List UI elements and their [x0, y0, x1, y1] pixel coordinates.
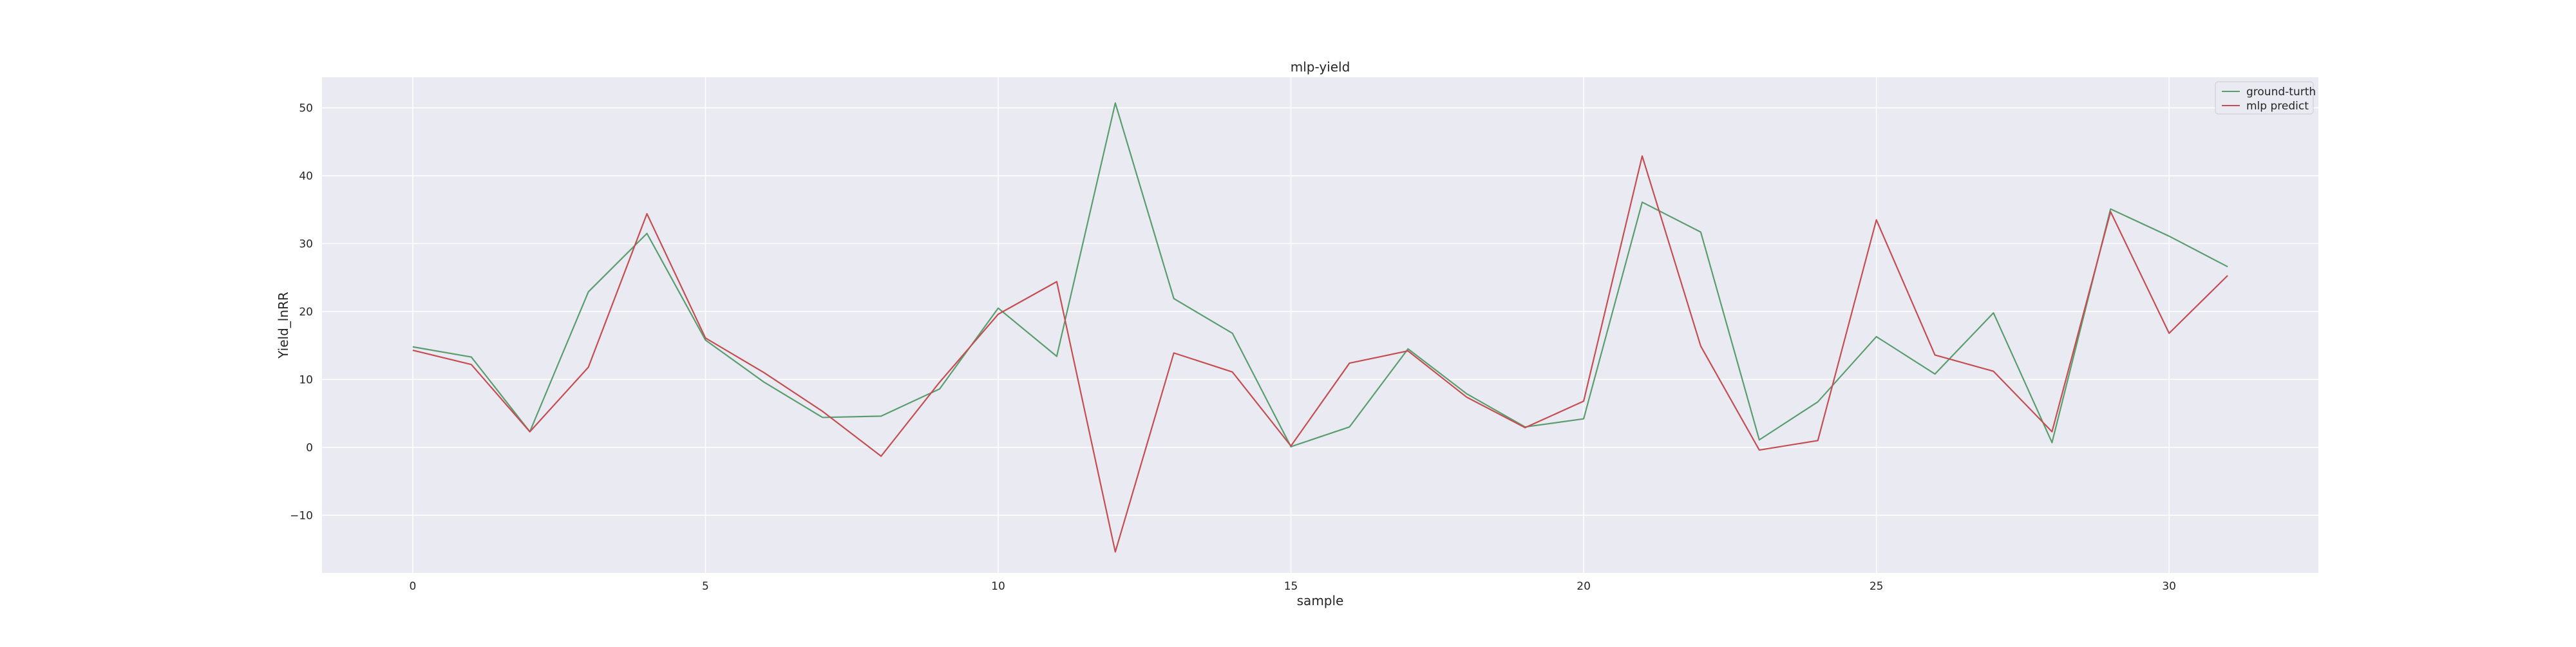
series-lines — [412, 102, 2228, 553]
grid — [322, 77, 2318, 573]
y-tick-label: −10 — [290, 509, 313, 522]
y-tick-label: 10 — [299, 373, 313, 386]
series-line-ground-turth — [412, 102, 2228, 447]
tick-labels: 0 5 10 15 20 25 30 −10 0 10 20 30 40 50 — [290, 102, 2176, 593]
legend: ground-turth mlp predict — [2215, 81, 2316, 115]
y-tick-label: 20 — [299, 306, 313, 319]
x-tick-label: 15 — [1284, 580, 1298, 593]
x-axis-label: sample — [1297, 593, 1344, 608]
x-tick-label: 25 — [1870, 580, 1884, 593]
x-tick-label: 20 — [1577, 580, 1591, 593]
y-tick-label: 0 — [306, 442, 313, 455]
legend-label-ground-turth: ground-turth — [2246, 86, 2316, 98]
x-tick-label: 10 — [991, 580, 1005, 593]
x-tick-label: 0 — [409, 580, 416, 593]
legend-label-mlp-predict: mlp predict — [2246, 100, 2309, 113]
plot-area — [322, 77, 2318, 573]
y-tick-label: 40 — [299, 170, 313, 183]
x-tick-label: 30 — [2162, 580, 2176, 593]
y-axis-label: Yield_lnRR — [276, 292, 291, 359]
series-line-mlp-predict — [412, 155, 2228, 553]
chart-title: mlp-yield — [1291, 59, 1350, 75]
x-tick-label: 5 — [702, 580, 709, 593]
y-tick-label: 30 — [299, 238, 313, 250]
y-tick-label: 50 — [299, 102, 313, 115]
